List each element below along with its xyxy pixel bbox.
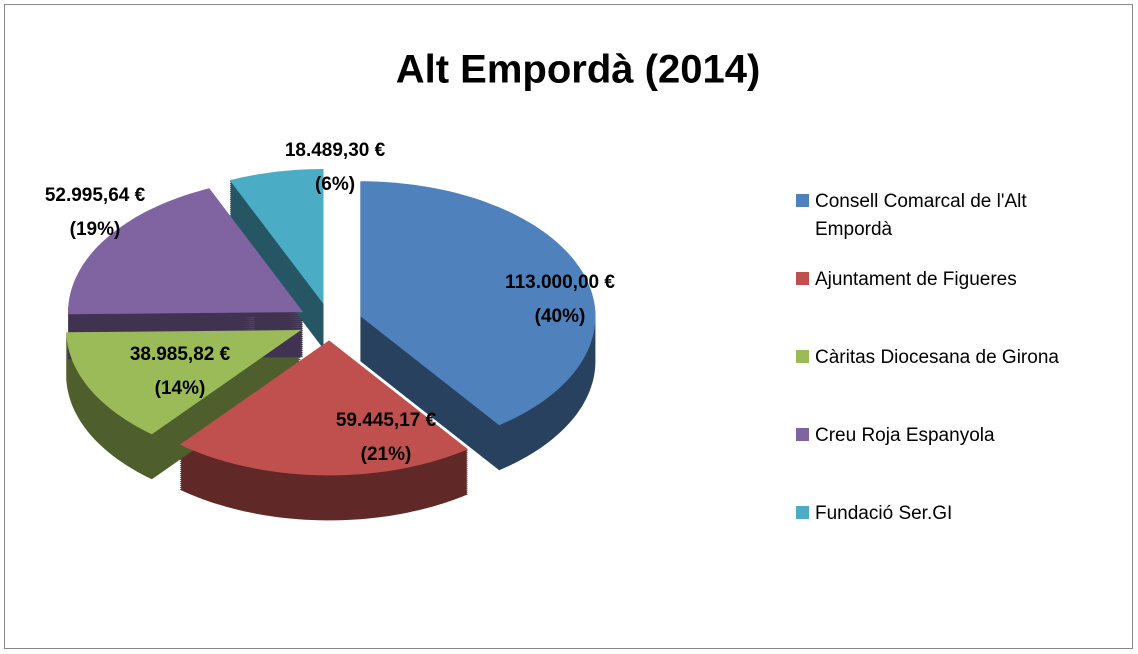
legend-item: Fundació Ser.GI	[796, 500, 1116, 578]
legend-item: Càritas Diocesana de Girona	[796, 344, 1116, 422]
chart-title: Alt Empordà (2014)	[396, 48, 761, 92]
legend-swatch	[796, 194, 809, 207]
legend-item: Consell Comarcal de l'Alt Empordà	[796, 188, 1116, 266]
percent-label: (21%)	[361, 444, 412, 465]
slice	[179, 340, 468, 476]
legend-swatch	[796, 506, 809, 519]
data-label: 38.985,82 €	[130, 344, 231, 365]
slice	[66, 330, 302, 435]
percent-label: (6%)	[315, 174, 355, 195]
legend-label: Consell Comarcal de l'Alt Empordà	[815, 191, 1027, 240]
legend-swatch	[796, 272, 809, 285]
legend-swatch	[796, 428, 809, 441]
percent-label: (14%)	[155, 378, 206, 399]
legend-item: Ajuntament de Figueres	[796, 266, 1116, 344]
percent-label: (19%)	[70, 219, 121, 240]
legend-label: Càritas Diocesana de Girona	[815, 347, 1059, 368]
slice	[68, 188, 304, 315]
legend-label: Creu Roja Espanyola	[815, 425, 995, 446]
legend-swatch	[796, 350, 809, 363]
slice	[360, 181, 596, 426]
legend-label: Ajuntament de Figueres	[815, 269, 1017, 290]
data-label: 52.995,64 €	[45, 185, 146, 206]
legend: Consell Comarcal de l'Alt Empordà Ajuntam…	[796, 188, 1116, 578]
data-label: 59.445,17 €	[336, 410, 437, 431]
data-label: 18.489,30 €	[285, 140, 386, 161]
data-label: 113.000,00 €	[505, 272, 615, 293]
legend-label: Fundació Ser.GI	[815, 503, 953, 524]
slice	[229, 169, 324, 304]
percent-label: (40%)	[535, 306, 586, 327]
legend-item: Creu Roja Espanyola	[796, 422, 1116, 500]
